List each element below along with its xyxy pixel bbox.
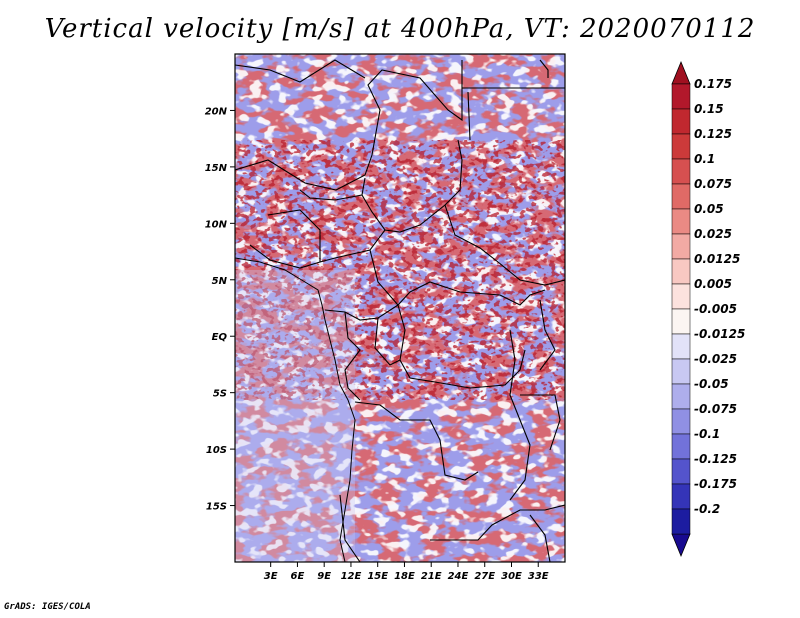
lon-tick-label: 12E xyxy=(341,571,362,582)
colorbar-label: -0.075 xyxy=(694,402,737,416)
lon-tick-label: 21E xyxy=(421,571,442,582)
lat-tick-label: 20N xyxy=(205,106,228,117)
colorbar-label: 0.075 xyxy=(694,177,732,191)
colorbar-swatch xyxy=(671,458,691,485)
colorbar-swatch xyxy=(671,108,691,135)
lon-tick-label: 18E xyxy=(394,571,415,582)
country-borders xyxy=(235,59,565,562)
lon-tick-label: 30E xyxy=(501,571,522,582)
lon-tick-label: 15E xyxy=(367,571,388,582)
colorbar-label: -0.175 xyxy=(694,477,737,491)
longitude-axis: 3E 6E 9E 12E 15E 18E 21E 24E 27E 30E 33E xyxy=(264,562,549,582)
colorbar-label: 0.05 xyxy=(694,202,724,216)
velocity-field xyxy=(235,54,565,562)
lat-tick-label: 15S xyxy=(206,502,227,513)
colorbar-swatch xyxy=(671,208,691,235)
colorbar-label: -0.0125 xyxy=(694,327,745,341)
colorbar-label: 0.1 xyxy=(694,152,715,166)
colorbar-label: -0.005 xyxy=(694,302,737,316)
colorbar-label: 0.005 xyxy=(694,277,732,291)
colorbar-swatch xyxy=(671,83,691,110)
colorbar-swatch xyxy=(671,508,691,535)
colorbar-label: 0.175 xyxy=(694,77,732,91)
colorbar-swatch xyxy=(671,308,691,335)
colorbar-swatch xyxy=(671,258,691,285)
colorbar-label: -0.2 xyxy=(694,502,720,516)
colorbar-swatch xyxy=(671,358,691,385)
colorbar-bottom-arrow xyxy=(671,533,691,558)
colorbar-label: 0.025 xyxy=(694,227,732,241)
colorbar-swatch xyxy=(671,183,691,210)
lat-tick-label: 5S xyxy=(213,389,227,400)
colorbar-swatch xyxy=(671,408,691,435)
colorbar-swatch xyxy=(671,433,691,460)
map-frame xyxy=(234,53,566,563)
colorbar-swatch xyxy=(671,158,691,185)
colorbar-label: -0.05 xyxy=(694,377,729,391)
lon-tick-label: 6E xyxy=(291,571,305,582)
lon-tick-label: 24E xyxy=(448,571,469,582)
colorbar-swatch xyxy=(671,383,691,410)
colorbar-label: 0.125 xyxy=(694,127,732,141)
colorbar-label: -0.1 xyxy=(694,427,720,441)
colorbar-label: -0.125 xyxy=(694,452,737,466)
colorbar-swatch xyxy=(671,333,691,360)
colorbar-swatch xyxy=(671,283,691,310)
colorbar-label: 0.15 xyxy=(694,102,724,116)
colorbar-label: -0.025 xyxy=(694,352,737,366)
colorbar-swatch xyxy=(671,483,691,510)
lat-tick-label: EQ xyxy=(212,332,228,343)
map-title: Vertical velocity [m/s] at 400hPa, VT: 2… xyxy=(44,14,756,44)
latitude-axis: 20N 15N 10N 5N EQ 5S 10S 15S xyxy=(205,106,235,513)
coastline xyxy=(235,257,356,562)
lat-tick-label: 10S xyxy=(206,445,227,456)
lon-tick-label: 3E xyxy=(264,571,278,582)
lat-tick-label: 15N xyxy=(205,163,228,174)
lat-tick-label: 10N xyxy=(205,219,228,230)
lon-tick-label: 33E xyxy=(528,571,549,582)
lon-tick-label: 27E xyxy=(474,571,495,582)
grads-credit: GrADS: IGES/COLA xyxy=(4,602,91,612)
lat-tick-label: 5N xyxy=(212,276,228,287)
colorbar-label: 0.0125 xyxy=(694,252,740,266)
colorbar-swatch xyxy=(671,133,691,160)
lon-tick-label: 9E xyxy=(317,571,331,582)
colorbar-top-arrow xyxy=(671,60,691,85)
colorbar-swatch xyxy=(671,233,691,260)
